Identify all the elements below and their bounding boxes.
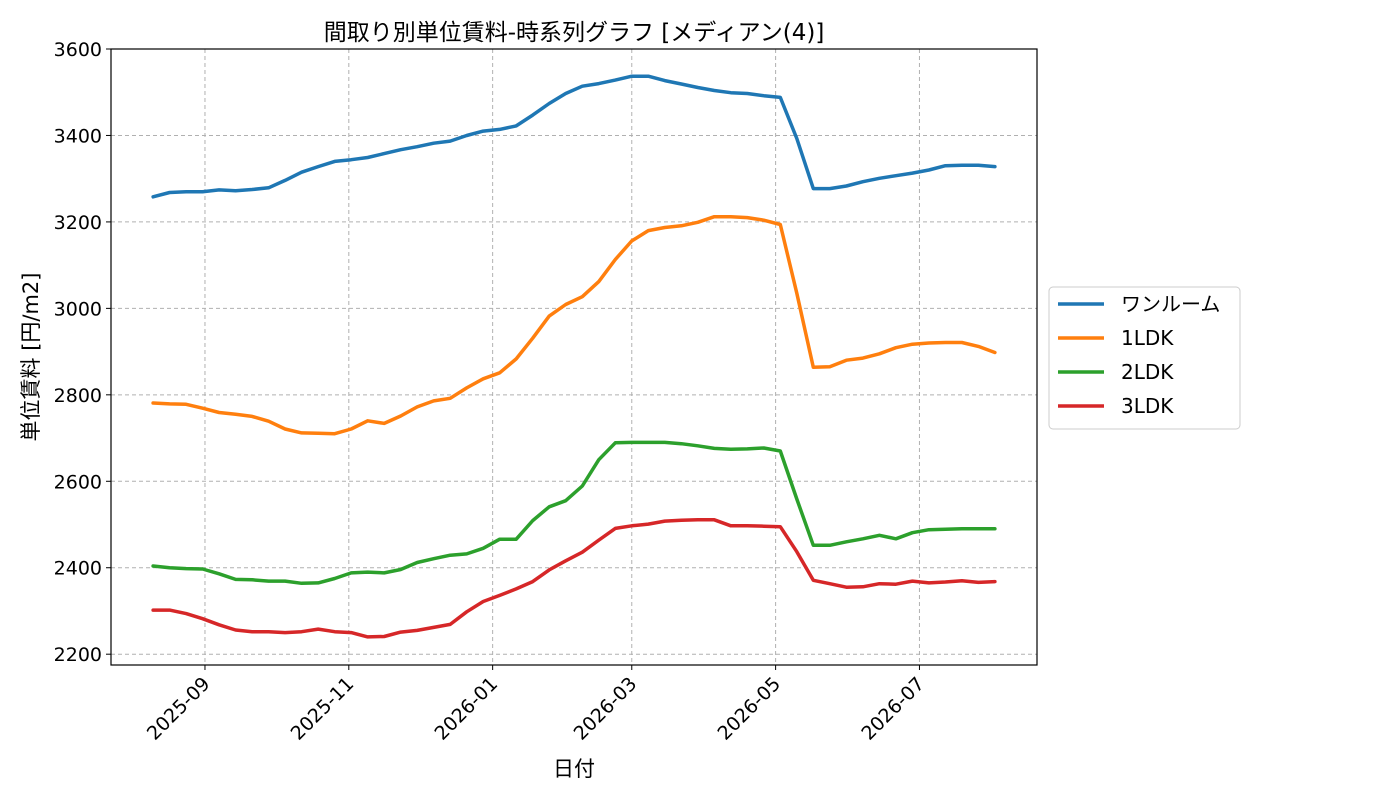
- y-tick-label: 2600: [54, 471, 102, 493]
- legend-label: 2LDK: [1121, 360, 1174, 384]
- legend-label: 1LDK: [1121, 326, 1174, 350]
- series-line-1: [151, 74, 997, 199]
- series-line-2: [151, 214, 997, 436]
- legend-entries: ワンルーム 1LDK 2LDK 3LDK: [1058, 292, 1220, 418]
- series-line-3: [151, 440, 997, 586]
- series-line-4: [151, 518, 997, 639]
- chart-title: 間取り別単位賃料-時系列グラフ [メディアン(4)]: [324, 20, 825, 46]
- legend-label: 3LDK: [1121, 394, 1174, 418]
- y-tick-label: 2200: [54, 644, 102, 666]
- y-axis: 2200 2400 2600 2800 3000 3200 3400 3600: [54, 39, 111, 666]
- y-tick-label: 2800: [54, 385, 102, 407]
- y-tick-label: 3400: [54, 125, 102, 147]
- y-tick-label: 3600: [54, 39, 102, 61]
- legend: ワンルーム 1LDK 2LDK 3LDK: [1048, 286, 1241, 430]
- y-tick-label: 2400: [54, 558, 102, 580]
- y-tick-label: 3000: [54, 298, 102, 320]
- y-tick-label: 3200: [54, 212, 102, 234]
- legend-box: [1048, 286, 1241, 430]
- x-axis-label: 日付: [553, 757, 595, 781]
- series-lines: [151, 74, 997, 639]
- y-axis-label: 単位賃料 [円/m2]: [19, 273, 43, 442]
- plot-frame: [110, 48, 1038, 666]
- legend-label: ワンルーム: [1121, 292, 1220, 316]
